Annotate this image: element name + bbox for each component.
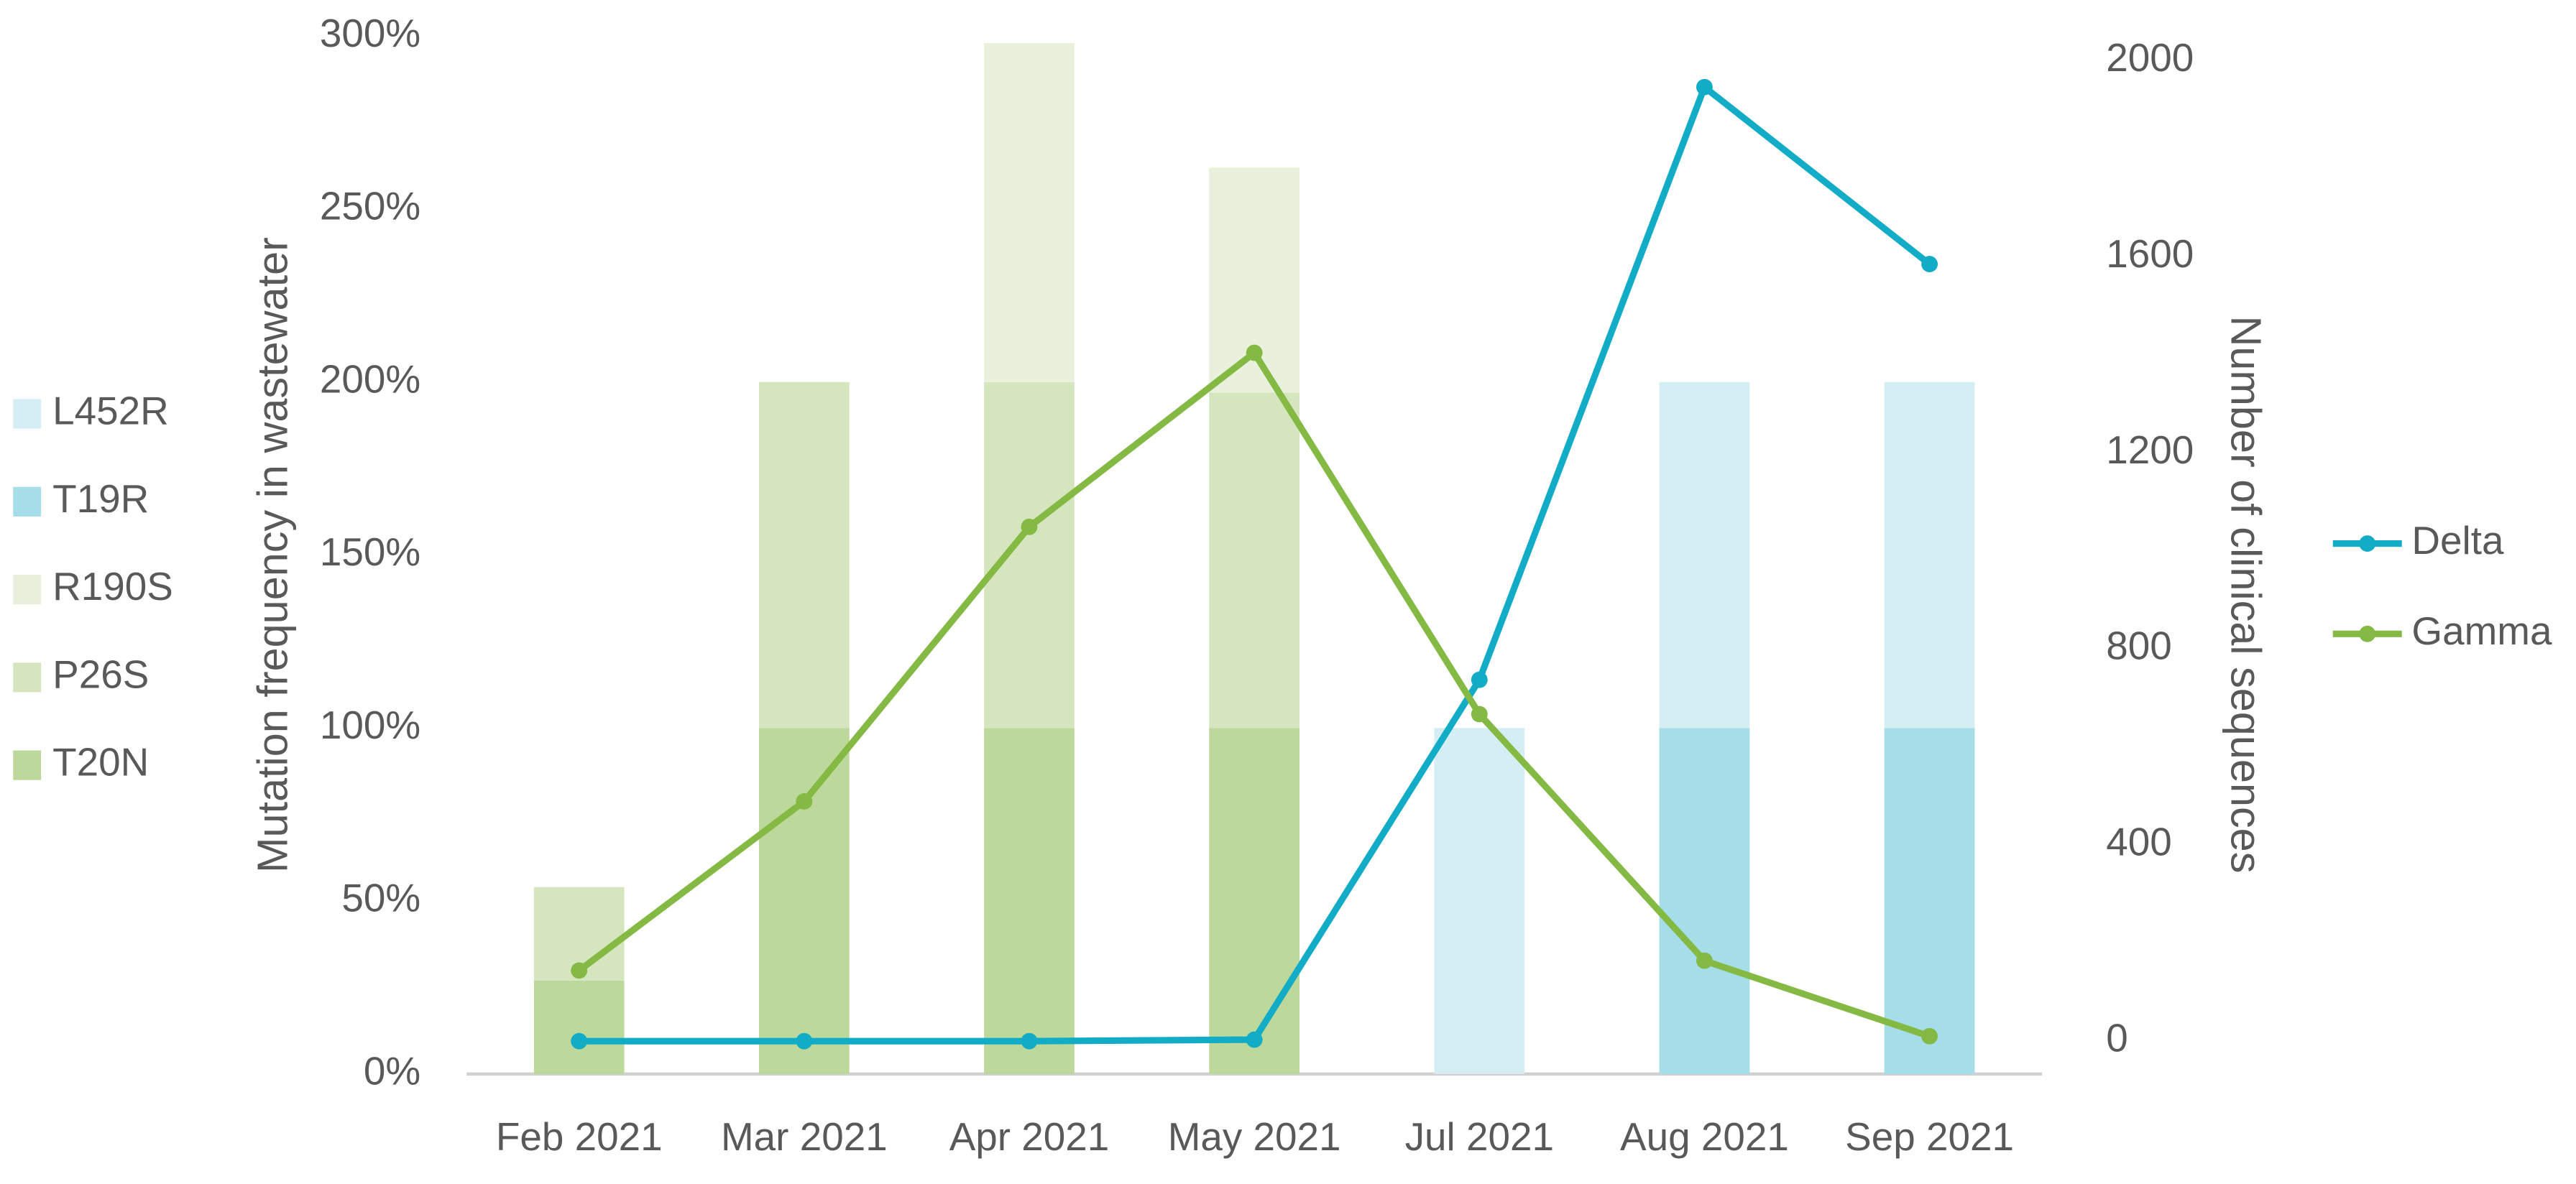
legend-label: P26S — [52, 652, 149, 696]
line-point — [571, 962, 588, 979]
bar-segment — [984, 728, 1075, 1074]
legend-swatch — [13, 486, 42, 517]
line-point — [1471, 671, 1488, 688]
line-point — [1021, 1032, 1038, 1050]
legend-label: L452R — [52, 388, 169, 433]
legend-swatch — [13, 575, 42, 605]
bar-segment — [1434, 728, 1525, 1074]
bar-segment — [1659, 381, 1750, 729]
x-tick-label: Sep 2021 — [1845, 1114, 2014, 1159]
y-tick-label: 100% — [320, 703, 420, 747]
y-tick-label: 300% — [320, 11, 420, 55]
line-point — [1921, 1027, 1938, 1045]
line-point — [1246, 1031, 1263, 1048]
bar-segment — [1209, 728, 1300, 1074]
line-point — [796, 793, 813, 810]
bar-segment — [1884, 728, 1975, 1074]
y-tick-label: 50% — [341, 876, 420, 920]
y2-axis-title: Number of clinical sequences — [2222, 315, 2270, 873]
bar-segment — [1884, 381, 1975, 729]
y2-tick-label: 800 — [2106, 624, 2172, 668]
y2-tick-label: 1600 — [2106, 231, 2194, 276]
x-tick-label: May 2021 — [1168, 1114, 1341, 1159]
legend-swatch — [13, 399, 42, 429]
legend-swatch — [2359, 625, 2376, 642]
y-tick-label: 200% — [320, 356, 420, 401]
bar-segment — [984, 42, 1075, 382]
y-tick-label: 150% — [320, 529, 420, 574]
legend-label: R190S — [52, 564, 173, 609]
x-tick-label: Jul 2021 — [1405, 1114, 1554, 1159]
y2-tick-label: 400 — [2106, 820, 2172, 864]
bar-segment — [1209, 392, 1300, 729]
legend-swatch — [13, 750, 42, 780]
bar-segment — [759, 728, 850, 1074]
bar-segment — [759, 381, 850, 729]
line-point — [796, 1032, 813, 1050]
legend-label: T20N — [52, 740, 149, 785]
y2-tick-label: 1200 — [2106, 427, 2194, 472]
line-point — [1021, 518, 1038, 535]
bar-segment — [984, 381, 1075, 729]
line-point — [1696, 952, 1713, 969]
y2-tick-label: 2000 — [2106, 35, 2194, 80]
legend-swatch — [2359, 535, 2376, 552]
bar-segment — [533, 980, 625, 1074]
x-tick-label: Aug 2021 — [1620, 1114, 1789, 1159]
bar-segment — [1659, 728, 1750, 1074]
line-point — [1246, 344, 1263, 361]
line-point — [1921, 256, 1938, 273]
line-point — [1696, 78, 1713, 96]
legend-label: T19R — [52, 476, 149, 521]
x-tick-label: Apr 2021 — [949, 1114, 1110, 1159]
x-tick-label: Feb 2021 — [496, 1114, 663, 1159]
legend-swatch — [13, 662, 42, 693]
line-point — [571, 1032, 588, 1050]
legend-label: Gamma — [2411, 609, 2552, 653]
y2-tick-label: 0 — [2106, 1016, 2128, 1060]
line-point — [1471, 706, 1488, 723]
legend-label: Delta — [2411, 518, 2504, 563]
y-tick-label: 0% — [364, 1048, 420, 1093]
y-axis-title: Mutation frequency in wastewater — [249, 237, 297, 873]
y-tick-label: 250% — [320, 184, 420, 228]
x-tick-label: Mar 2021 — [721, 1114, 888, 1159]
